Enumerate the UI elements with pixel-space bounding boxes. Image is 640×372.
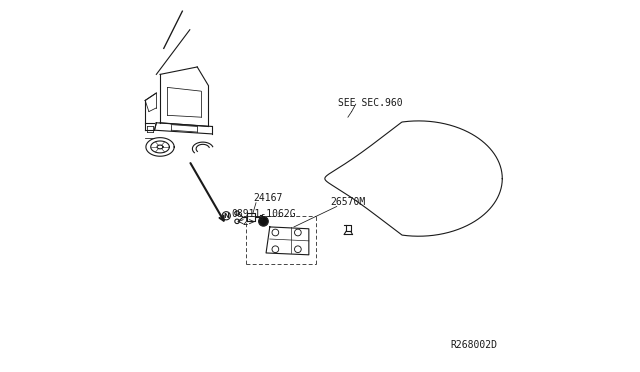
Text: N: N xyxy=(223,214,230,219)
Text: 08911-1062G: 08911-1062G xyxy=(232,208,296,218)
Text: R268002D: R268002D xyxy=(450,340,497,350)
Text: 24167: 24167 xyxy=(254,193,283,203)
Text: <2>: <2> xyxy=(237,217,255,227)
Text: SEE SEC.960: SEE SEC.960 xyxy=(338,98,403,108)
Circle shape xyxy=(259,217,268,225)
Text: 26570M: 26570M xyxy=(330,196,365,206)
